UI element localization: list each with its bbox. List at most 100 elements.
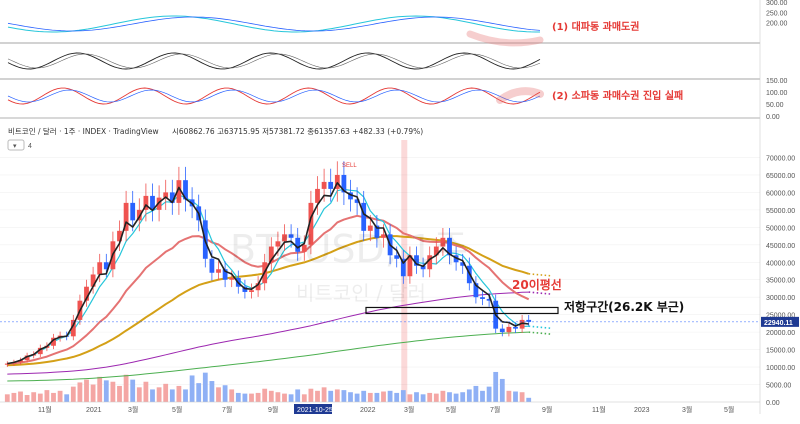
volume-bar [282, 393, 287, 402]
volume-bar [262, 388, 268, 402]
volume-bar [130, 379, 136, 402]
candle-body [255, 283, 261, 291]
candle-body [433, 246, 439, 256]
candle-body [156, 197, 162, 210]
volume-bar [308, 388, 314, 402]
time-tick-label: 5월 [172, 405, 182, 414]
price-tick-label: 50000.00 [766, 225, 795, 232]
time-axis: 11월 2021 3월 5월 7월 9월 2021-10-25 2022 3월 5월 7월 9월 11월… [0, 401, 760, 414]
volume-bar [163, 383, 169, 402]
volume-bar [460, 392, 466, 402]
price-panel [0, 140, 760, 403]
time-tick-label: 2023 [634, 407, 650, 414]
volume-bar [222, 385, 228, 402]
osc1-tick-label: 300.00 [766, 0, 788, 7]
price-tick-label: 40000.00 [766, 260, 795, 267]
volume-bar [249, 393, 254, 402]
osc2-tick-label: 0.00 [766, 114, 780, 121]
time-tick-label: 3월 [682, 405, 692, 414]
volume-bar [295, 389, 301, 402]
current-price-label: 22940.11 [764, 320, 793, 327]
candle-body [4, 363, 10, 365]
candle-body [183, 180, 188, 200]
current-price-tag [761, 316, 799, 327]
candle-body [70, 319, 76, 337]
candle-body [361, 202, 367, 231]
volume-bar [334, 389, 340, 402]
chevron-down-icon[interactable]: ▾ [13, 143, 17, 150]
osc-mid-line [7, 52, 541, 70]
projection-dots [528, 291, 551, 295]
oscillator-panel-2 [7, 87, 544, 105]
candle-body [506, 326, 512, 333]
candle-body [24, 355, 30, 361]
time-tick-label: 11월 [38, 405, 52, 414]
candle-body [460, 262, 466, 266]
ohlc-readout: 시60862.76 고63715.95 저57381.72 종61357.63 … [172, 127, 423, 136]
candle-body [447, 237, 452, 256]
volume-bar [414, 392, 419, 402]
volume-bar [143, 381, 149, 402]
candle-body [150, 195, 155, 210]
osc2-highlight [496, 87, 544, 104]
volume-bar [473, 385, 479, 402]
candle-body [249, 290, 254, 292]
candle-body [51, 337, 56, 346]
volume-bar [341, 390, 347, 402]
osc1-tick-label: 200.00 [766, 21, 788, 28]
candle-body [513, 326, 518, 329]
volume-bar [506, 390, 512, 402]
candle-body [229, 277, 235, 280]
watermark-name: 비트코인 / 달러 [296, 281, 426, 305]
volume-bar [420, 394, 426, 402]
osc1-fast-line [7, 15, 540, 33]
candle-body [473, 283, 479, 298]
volume-bar [348, 392, 353, 402]
price-tick-label: 15000.00 [766, 348, 795, 355]
volume-bar [97, 376, 103, 402]
volume-bar [361, 390, 367, 402]
volume-bar [136, 387, 142, 402]
osc2-tick-label: 50.00 [766, 102, 784, 109]
collapse-button[interactable] [7, 139, 25, 151]
price-tick-label: 25000.00 [766, 313, 795, 320]
price-tick-label: 5000.00 [766, 383, 791, 390]
price-tick-label: 0.00 [766, 400, 780, 407]
volume-bar [189, 375, 195, 402]
volume-bar [268, 390, 274, 402]
volume-bar [229, 389, 235, 402]
time-cursor-tag [294, 404, 332, 414]
candle-body [407, 255, 413, 277]
candle-body [328, 181, 334, 189]
volume-bar [433, 393, 439, 402]
time-tick-label: 3월 [128, 405, 138, 414]
candle-body [453, 255, 459, 263]
volume-bar [24, 395, 30, 402]
candle-body [374, 225, 380, 238]
price-tick-label: 70000.00 [766, 155, 795, 162]
candle-body [275, 241, 281, 247]
candle-body [486, 298, 492, 301]
ma-cyan-line [7, 188, 529, 365]
candle-body [348, 192, 353, 200]
indicator-badge: 4 [28, 143, 32, 150]
candle-body [420, 265, 426, 270]
candle-body [123, 202, 129, 231]
volume-bar [367, 392, 373, 402]
time-tick-label: 2021 [86, 407, 102, 414]
volume-bar [321, 387, 327, 402]
price-tick-label: 30000.00 [766, 295, 795, 302]
price-tick-label: 45000.00 [766, 243, 795, 250]
volume-bar [57, 390, 63, 402]
volume-bar [427, 392, 433, 402]
volume-bar [169, 389, 175, 402]
candle-body [169, 192, 175, 203]
ma-purple-line [7, 291, 529, 375]
osc-background [0, 0, 760, 120]
volume-bar [255, 392, 261, 402]
volume-bar [526, 397, 532, 402]
volume-bar [117, 385, 122, 402]
candle-body [414, 255, 419, 266]
volume-bar [4, 394, 10, 402]
